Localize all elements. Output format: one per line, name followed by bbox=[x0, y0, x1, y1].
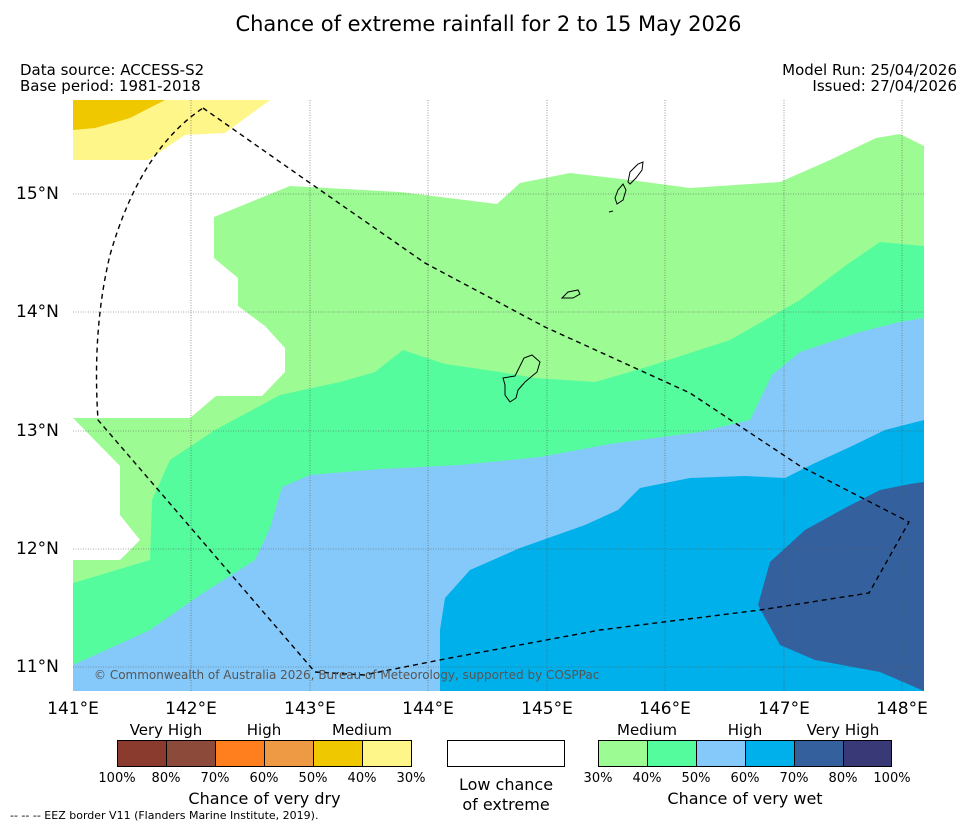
wet-tick: 50% bbox=[681, 771, 711, 786]
eez-border bbox=[95, 107, 910, 676]
wet-tick: 70% bbox=[779, 771, 809, 786]
rota-island bbox=[560, 289, 581, 299]
lon-tick: 143°E bbox=[284, 699, 336, 719]
tinian-island bbox=[614, 183, 627, 205]
lon-tick: 145°E bbox=[521, 699, 573, 719]
eez-footnote: -- -- -- EEZ border V11 (Flanders Marine… bbox=[10, 809, 319, 822]
dry-swatch bbox=[117, 740, 167, 767]
low-chance-line1: Low chance bbox=[458, 775, 554, 794]
low-chance-swatch bbox=[447, 740, 565, 767]
lat-tick: 12°N bbox=[16, 539, 59, 559]
model-run: Model Run: 25/04/2026 bbox=[782, 61, 957, 79]
lat-tick: 13°N bbox=[16, 421, 59, 441]
dry-region-medium bbox=[73, 100, 165, 130]
run-info: Model Run: 25/04/2026 Issued: 27/04/2026 bbox=[782, 62, 957, 94]
wet-group-very-high: Very High bbox=[806, 721, 880, 739]
wet-tick: 40% bbox=[632, 771, 662, 786]
lat-tick: 15°N bbox=[16, 184, 59, 204]
wet-swatch bbox=[843, 740, 892, 767]
wet-swatch bbox=[745, 740, 795, 767]
data-source: Data source: ACCESS-S2 bbox=[20, 61, 205, 79]
low-chance-line2: of extreme bbox=[462, 795, 550, 814]
base-period: Base period: 1981-2018 bbox=[20, 77, 201, 95]
wet-swatch bbox=[598, 740, 648, 767]
dry-group-very-high: Very High bbox=[129, 721, 203, 739]
dry-swatch bbox=[166, 740, 216, 767]
dry-tick: 60% bbox=[249, 771, 279, 786]
rainfall-fill bbox=[73, 100, 924, 691]
dry-swatch bbox=[313, 740, 363, 767]
dry-tick: 80% bbox=[151, 771, 181, 786]
graticule bbox=[73, 100, 924, 691]
wet-swatch bbox=[647, 740, 697, 767]
wet-tick: 60% bbox=[730, 771, 760, 786]
dry-tick: 100% bbox=[98, 771, 136, 786]
issued-date: Issued: 27/04/2026 bbox=[812, 77, 957, 95]
wet-group-high: High bbox=[727, 721, 763, 739]
dry-group-high: High bbox=[246, 721, 282, 739]
dry-tick: 70% bbox=[200, 771, 230, 786]
wet-swatch bbox=[696, 740, 746, 767]
lon-tick: 146°E bbox=[639, 699, 691, 719]
wet-legend-title: Chance of very wet bbox=[667, 789, 823, 808]
lon-tick: 141°E bbox=[47, 699, 99, 719]
lon-tick: 144°E bbox=[402, 699, 454, 719]
dry-tick: 50% bbox=[298, 771, 328, 786]
wet-tick: 80% bbox=[828, 771, 858, 786]
lon-tick: 147°E bbox=[758, 699, 810, 719]
dry-tick: 30% bbox=[396, 771, 426, 786]
aguijan-island bbox=[608, 210, 614, 213]
copyright-text: © Commonwealth of Australia 2026, Bureau… bbox=[94, 668, 599, 682]
dry-swatch bbox=[215, 740, 265, 767]
dry-tick: 40% bbox=[347, 771, 377, 786]
wet-tick: 100% bbox=[873, 771, 911, 786]
map-title: Chance of extreme rainfall for 2 to 15 M… bbox=[235, 12, 742, 36]
wet-swatch bbox=[794, 740, 844, 767]
lat-tick: 11°N bbox=[16, 657, 59, 677]
source-info: Data source: ACCESS-S2 Base period: 1981… bbox=[20, 62, 204, 94]
very-high-wet-region bbox=[758, 482, 924, 691]
guam-island bbox=[502, 354, 541, 403]
lon-tick: 142°E bbox=[165, 699, 217, 719]
dry-swatch bbox=[362, 740, 412, 767]
lat-tick: 14°N bbox=[16, 302, 59, 322]
dry-group-medium: Medium bbox=[332, 721, 392, 739]
lon-tick: 148°E bbox=[876, 699, 928, 719]
dry-legend-title: Chance of very dry bbox=[188, 789, 341, 808]
saipan-island bbox=[627, 161, 644, 185]
wet-tick: 30% bbox=[583, 771, 613, 786]
dry-swatch bbox=[264, 740, 314, 767]
white-gap-region bbox=[73, 418, 140, 560]
islands bbox=[502, 161, 644, 403]
low-chance-label: Low chance of extreme bbox=[432, 775, 580, 815]
wet-group-medium: Medium bbox=[617, 721, 677, 739]
